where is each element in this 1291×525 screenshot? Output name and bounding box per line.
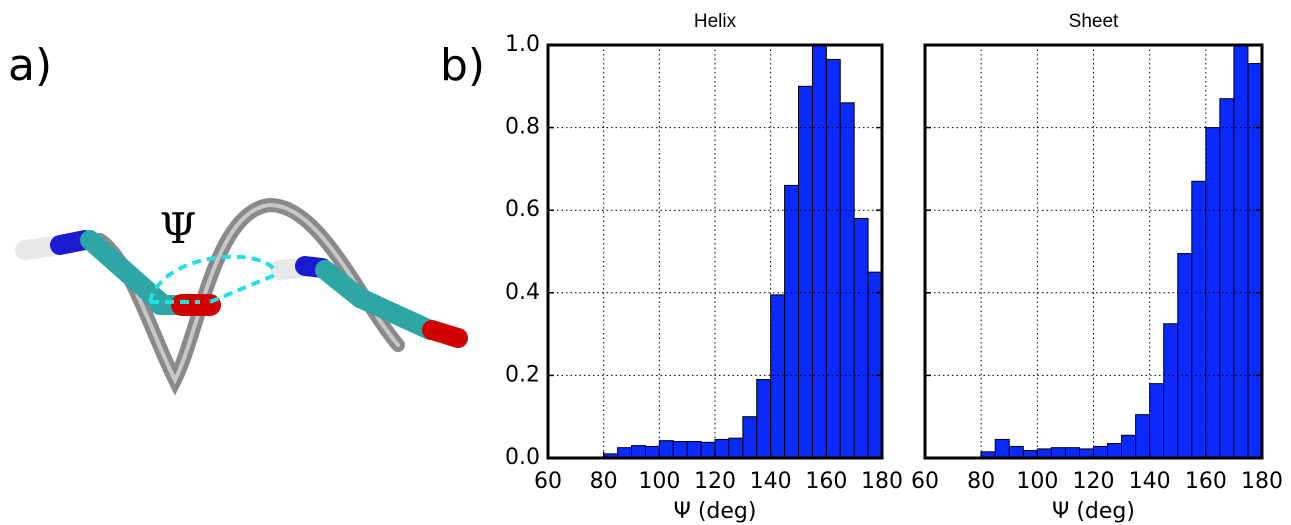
bar <box>658 440 674 459</box>
x-tick-label: 60 <box>534 469 562 494</box>
x-tick-label: 120 <box>694 469 736 494</box>
bar <box>631 445 646 459</box>
bar <box>672 440 688 459</box>
x-tick-label: 100 <box>638 469 680 494</box>
bar <box>811 44 827 459</box>
y-tick-label: 0.2 <box>505 362 540 387</box>
bar <box>1135 414 1151 459</box>
bar <box>1247 63 1263 459</box>
molecule: Ψ <box>15 197 468 396</box>
bar <box>728 437 744 459</box>
y-tick-label: 0.8 <box>505 115 540 140</box>
x-tick-label: 80 <box>967 469 995 494</box>
bar <box>1219 98 1235 459</box>
plot-frame <box>546 43 884 460</box>
bar <box>1093 445 1109 459</box>
x-tick-label: 180 <box>1241 469 1283 494</box>
x-axis-label: Ψ (deg) <box>674 499 757 524</box>
bar <box>644 445 660 459</box>
x-tick-label: 140 <box>1129 469 1171 494</box>
bar <box>1191 180 1207 459</box>
bar <box>756 379 772 459</box>
bar <box>994 438 1010 459</box>
y-tick-label: 0.0 <box>505 445 540 470</box>
bar <box>867 271 883 459</box>
bar <box>714 438 730 459</box>
panel-label: b) <box>440 40 485 91</box>
bar <box>825 58 841 459</box>
bar <box>770 294 786 459</box>
bar <box>1233 44 1249 459</box>
x-tick-label: 160 <box>805 469 847 494</box>
y-tick-label: 0.6 <box>505 197 540 222</box>
bar <box>1177 253 1193 459</box>
bar <box>798 85 813 459</box>
plot-frame <box>923 43 1264 460</box>
x-tick-label: 140 <box>750 469 792 494</box>
bar <box>617 447 632 459</box>
bar <box>686 440 702 459</box>
bar <box>1149 383 1165 459</box>
bar <box>853 217 869 459</box>
bar <box>1163 323 1179 459</box>
y-tick-label: 0.4 <box>505 280 540 305</box>
x-tick-label: 120 <box>1073 469 1115 494</box>
chart-title: Sheet <box>1069 11 1119 32</box>
bar <box>839 102 855 459</box>
chart-title: Helix <box>694 11 737 32</box>
x-tick-label: 180 <box>861 469 903 494</box>
bar <box>784 184 799 459</box>
bar <box>700 441 716 459</box>
angle-label: Ψ <box>160 204 197 253</box>
bar <box>1121 434 1137 459</box>
bar <box>742 416 758 459</box>
bar <box>1064 447 1080 459</box>
bar <box>1008 445 1024 459</box>
bar <box>1050 447 1066 459</box>
y-tick-label: 1.0 <box>505 32 540 57</box>
x-tick-label: 60 <box>911 469 939 494</box>
x-tick-label: 80 <box>590 469 618 494</box>
x-axis-label: Ψ (deg) <box>1052 499 1135 524</box>
x-tick-label: 160 <box>1185 469 1227 494</box>
bar <box>1107 443 1123 459</box>
panel-label: a) <box>8 40 52 91</box>
x-tick-label: 100 <box>1016 469 1058 494</box>
